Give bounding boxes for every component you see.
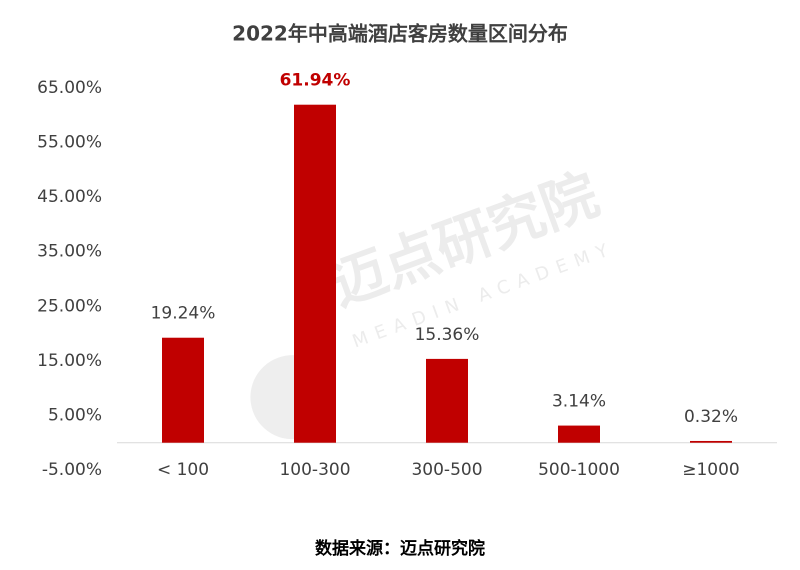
bar xyxy=(162,337,204,443)
x-tick-label: 100-300 xyxy=(279,460,350,480)
x-tick-label: ≥1000 xyxy=(682,460,740,480)
y-tick-label: 15.00% xyxy=(37,351,102,371)
y-tick-label: -5.00% xyxy=(42,460,102,480)
x-tick-label: < 100 xyxy=(157,460,209,480)
chart-title: 2022年中高端酒店客房数量区间分布 xyxy=(232,22,568,46)
value-label: 3.14% xyxy=(552,392,606,412)
x-tick-label: 300-500 xyxy=(411,460,482,480)
value-label: 61.94% xyxy=(280,71,351,91)
bar xyxy=(426,358,468,443)
source-note: 数据来源：迈点研究院 xyxy=(315,538,485,559)
y-tick-label: 65.00% xyxy=(37,78,102,98)
value-label: 0.32% xyxy=(684,407,738,427)
y-tick-label: 55.00% xyxy=(37,133,102,153)
y-tick-label: 35.00% xyxy=(37,242,102,262)
bar xyxy=(690,440,732,443)
value-label: 19.24% xyxy=(151,304,216,324)
value-label: 15.36% xyxy=(415,325,480,345)
bar xyxy=(558,425,600,443)
y-tick-label: 45.00% xyxy=(37,187,102,207)
bar xyxy=(294,104,336,443)
y-tick-label: 5.00% xyxy=(48,405,102,425)
y-tick-label: 25.00% xyxy=(37,296,102,316)
x-tick-label: 500-1000 xyxy=(538,460,620,480)
